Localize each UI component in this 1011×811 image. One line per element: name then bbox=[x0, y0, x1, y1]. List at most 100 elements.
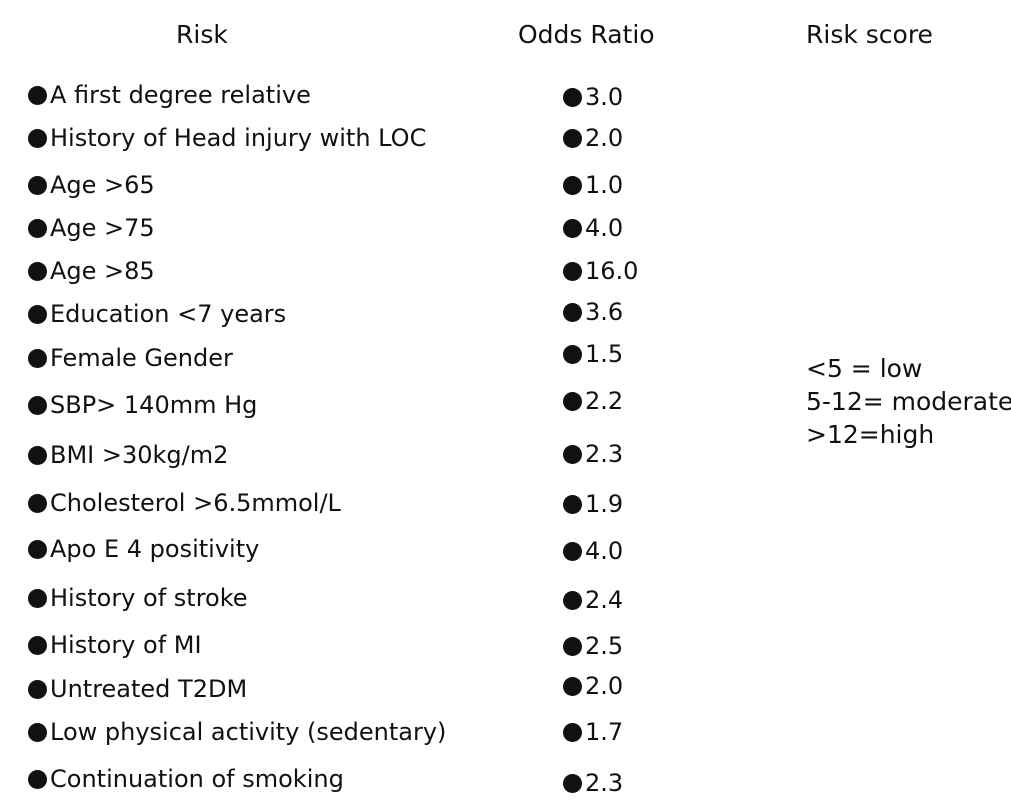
risk-factor-cell: Apo E 4 positivity bbox=[28, 532, 259, 566]
bullet-dot-icon bbox=[563, 87, 582, 107]
odds-ratio-cell: 1.5 bbox=[563, 337, 623, 371]
bullet-dot-icon bbox=[28, 175, 47, 195]
odds-ratio-value: 2.3 bbox=[585, 440, 624, 468]
table-row: History of MI 2.5 bbox=[0, 628, 1011, 662]
table-row: A first degree relative 3.0 bbox=[0, 78, 1011, 112]
risk-factor-label: Low physical activity (sedentary) bbox=[50, 718, 447, 746]
risk-factor-cell: Continuation of smoking bbox=[28, 762, 344, 796]
odds-ratio-value: 2.3 bbox=[585, 769, 624, 797]
risk-factor-label: BMI >30kg/m2 bbox=[50, 441, 229, 469]
table-row: Female Gender 1.5 bbox=[0, 340, 1011, 375]
bullet-dot-icon bbox=[563, 391, 582, 411]
bullet-dot-icon bbox=[28, 85, 47, 105]
risk-factor-cell: Education <7 years bbox=[28, 297, 286, 331]
bullet-dot-icon bbox=[563, 302, 582, 322]
bullet-dot-icon bbox=[563, 722, 582, 742]
odds-ratio-cell: 2.0 bbox=[563, 669, 623, 703]
risk-factor-label: Age >75 bbox=[50, 214, 155, 242]
table-row: Age >75 4.0 bbox=[0, 211, 1011, 245]
odds-ratio-value: 4.0 bbox=[585, 537, 624, 565]
bullet-dot-icon bbox=[28, 635, 47, 655]
bullet-dot-icon bbox=[28, 679, 47, 699]
bullet-dot-icon bbox=[563, 676, 582, 696]
risk-factor-label: Apo E 4 positivity bbox=[50, 535, 260, 563]
table-row: Education <7 years 3.6 bbox=[0, 297, 1011, 331]
odds-ratio-cell: 4.0 bbox=[563, 534, 623, 568]
table-row: Untreated T2DM 2.0 bbox=[0, 672, 1011, 706]
table-row: BMI >30kg/m2 2.3 bbox=[0, 438, 1011, 472]
odds-ratio-cell: 2.3 bbox=[563, 766, 623, 800]
bullet-dot-icon bbox=[28, 722, 47, 742]
odds-ratio-value: 3.0 bbox=[585, 83, 624, 111]
bullet-dot-icon bbox=[28, 769, 47, 789]
odds-ratio-cell: 2.3 bbox=[563, 437, 623, 471]
table-row: Apo E 4 positivity 4.0 bbox=[0, 532, 1011, 566]
risk-factor-cell: Low physical activity (sedentary) bbox=[28, 715, 446, 749]
odds-ratio-cell: 3.0 bbox=[563, 80, 623, 114]
odds-ratio-value: 1.5 bbox=[585, 340, 624, 368]
risk-score-legend: <5 = low 5-12= moderate >12=high bbox=[806, 352, 1011, 451]
table-row: History of Head injury with LOC 2.0 bbox=[0, 121, 1011, 155]
odds-ratio-cell: 1.0 bbox=[563, 168, 623, 202]
bullet-dot-icon bbox=[563, 494, 582, 514]
table-row: Low physical activity (sedentary) 1.7 bbox=[0, 715, 1011, 749]
risk-column-header: Risk bbox=[176, 20, 228, 49]
risk-factor-label: A first degree relative bbox=[50, 81, 311, 109]
bullet-dot-icon bbox=[563, 444, 582, 464]
odds-ratio-cell: 1.7 bbox=[563, 715, 623, 749]
risk-factor-cell: History of MI bbox=[28, 628, 202, 662]
bullet-dot-icon bbox=[28, 348, 47, 368]
odds-ratio-value: 4.0 bbox=[585, 214, 624, 242]
risk-factor-label: History of stroke bbox=[50, 584, 248, 612]
risk-factor-label: SBP> 140mm Hg bbox=[50, 391, 258, 419]
table-row: Age >65 1.0 bbox=[0, 168, 1011, 202]
odds-ratio-value: 16.0 bbox=[585, 257, 639, 285]
odds-ratio-cell: 16.0 bbox=[563, 254, 638, 288]
risk-factor-label: Female Gender bbox=[50, 344, 233, 372]
odds-ratio-value: 1.9 bbox=[585, 490, 624, 518]
odds-ratio-value: 2.4 bbox=[585, 586, 624, 614]
bullet-dot-icon bbox=[28, 395, 47, 415]
risk-score-column-header: Risk score bbox=[806, 20, 933, 49]
bullet-dot-icon bbox=[563, 773, 582, 793]
bullet-dot-icon bbox=[28, 588, 47, 608]
risk-factor-label: History of MI bbox=[50, 631, 202, 659]
bullet-dot-icon bbox=[563, 541, 582, 561]
odds-ratio-cell: 2.5 bbox=[563, 629, 623, 663]
odds-ratio-value: 1.0 bbox=[585, 171, 624, 199]
risk-score-moderate: 5-12= moderate bbox=[806, 387, 1011, 416]
odds-ratio-cell: 4.0 bbox=[563, 211, 623, 245]
risk-factor-cell: Age >65 bbox=[28, 168, 155, 202]
bullet-dot-icon bbox=[563, 218, 582, 238]
bullet-dot-icon bbox=[28, 493, 47, 513]
risk-factor-cell: Age >75 bbox=[28, 211, 155, 245]
odds-ratio-value: 2.0 bbox=[585, 124, 624, 152]
bullet-dot-icon bbox=[563, 128, 582, 148]
bullet-dot-icon bbox=[563, 344, 582, 364]
risk-factor-cell: Cholesterol >6.5mmol/L bbox=[28, 486, 341, 520]
risk-factor-label: Continuation of smoking bbox=[50, 765, 344, 793]
risk-factor-label: Untreated T2DM bbox=[50, 675, 248, 703]
bullet-dot-icon bbox=[563, 590, 582, 610]
risk-factor-cell: Untreated T2DM bbox=[28, 672, 247, 706]
table-row: SBP> 140mm Hg 2.2 bbox=[0, 387, 1011, 422]
risk-factor-cell: A first degree relative bbox=[28, 78, 311, 112]
risk-factor-cell: Female Gender bbox=[28, 341, 233, 375]
odds-ratio-cell: 2.2 bbox=[563, 384, 623, 418]
bullet-dot-icon bbox=[28, 261, 47, 281]
bullet-dot-icon bbox=[563, 175, 582, 195]
bullet-dot-icon bbox=[28, 304, 47, 324]
risk-factor-cell: SBP> 140mm Hg bbox=[28, 388, 257, 422]
odds-ratio-cell: 2.4 bbox=[563, 583, 623, 617]
odds-ratio-cell: 3.6 bbox=[563, 295, 623, 329]
risk-factor-cell: BMI >30kg/m2 bbox=[28, 438, 228, 472]
bullet-dot-icon bbox=[28, 445, 47, 465]
risk-factor-label: Cholesterol >6.5mmol/L bbox=[50, 489, 341, 517]
risk-score-low: <5 = low bbox=[806, 354, 923, 383]
odds-ratio-value: 2.2 bbox=[585, 387, 624, 415]
table-row: Continuation of smoking 2.3 bbox=[0, 762, 1011, 797]
odds-ratio-value: 2.0 bbox=[585, 672, 624, 700]
table-row: History of stroke 2.4 bbox=[0, 581, 1011, 615]
risk-score-high: >12=high bbox=[806, 420, 935, 449]
